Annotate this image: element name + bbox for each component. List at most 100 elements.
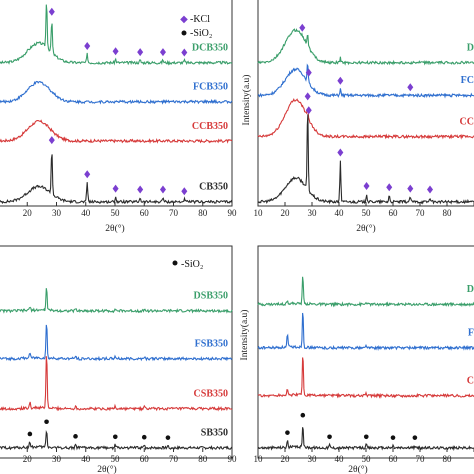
- x-tick-label: 70: [416, 454, 426, 464]
- kcl-marker-diamond: [337, 148, 344, 157]
- xrd-pattern-line: [0, 80, 233, 105]
- sio2-marker-dot: [285, 430, 290, 435]
- x-tick-label: 90: [228, 454, 238, 464]
- x-tick-label: 20: [23, 208, 33, 218]
- series-label: CSB350: [194, 389, 228, 400]
- legend-kcl-label: -KCl: [190, 14, 210, 25]
- x-tick-label: 50: [111, 208, 121, 218]
- x-tick-label: 80: [443, 208, 453, 218]
- kcl-marker-diamond: [137, 185, 144, 194]
- sio2-marker-dot: [112, 434, 118, 440]
- x-tick-label: 40: [81, 454, 91, 464]
- sio2-marker-dot: [300, 412, 306, 418]
- xrd-pattern-line: [257, 63, 474, 99]
- x-tick-label: 80: [198, 454, 208, 464]
- kcl-marker-diamond: [426, 185, 433, 194]
- x-tick-label: 80: [443, 454, 453, 464]
- legend: -SiO₂: [172, 259, 203, 270]
- sio2-marker-dot: [363, 434, 369, 440]
- xrd-pattern-line: [257, 276, 474, 308]
- kcl-marker-diamond: [84, 41, 91, 50]
- kcl-marker-diamond: [337, 76, 344, 85]
- series-label: C: [467, 375, 474, 386]
- xrd-pattern-line: [257, 427, 474, 452]
- xrd-pattern-line: [0, 429, 233, 451]
- series-label: FC: [461, 75, 474, 86]
- xrd-pattern-line: [0, 288, 233, 314]
- kcl-marker-diamond: [407, 83, 414, 92]
- x-axis-title: 2θ(°): [348, 464, 367, 474]
- x-tick-label: 40: [335, 208, 345, 218]
- series-label: F: [468, 328, 474, 339]
- kcl-marker-diamond: [299, 23, 306, 32]
- xrd-pattern-line: [257, 114, 474, 205]
- xrd-pattern-line: [0, 324, 233, 362]
- panel-top-right: 2θ(°) Intensity(a.u) 10 20 30 40 50 60 70 80 D FC…: [241, 0, 474, 234]
- x-tick-label: 10: [254, 454, 264, 464]
- kcl-marker-diamond: [304, 92, 311, 101]
- legend-sio2-label: -SiO₂: [181, 259, 203, 270]
- x-axis-title: 2θ(°): [105, 223, 124, 234]
- y-axis-title: Intensity(a.u): [241, 75, 252, 126]
- series-label: DCB350: [192, 43, 228, 54]
- y-axis-title: Intensity(a.u): [239, 310, 250, 361]
- panel-bottom-left: 2θ(°) -SiO₂ 20 30 40 50 60 70 80 90 DSB350 FSB350…: [0, 245, 238, 474]
- x-tick-label: 20: [23, 454, 33, 464]
- legend: ◆ -KCl -SiO₂: [180, 14, 212, 39]
- series-label: SB350: [201, 428, 228, 439]
- sio2-marker-dot: [327, 434, 332, 440]
- series-label: CCB350: [192, 121, 228, 132]
- x-tick-label: 20: [281, 208, 291, 218]
- sio2-legend-dot-icon: [172, 260, 178, 266]
- panel-frame: [257, 0, 474, 207]
- series-label: DSB350: [194, 291, 228, 302]
- series-label: FCB350: [193, 82, 228, 93]
- series-label: FSB350: [195, 339, 228, 350]
- kcl-marker-diamond: [159, 185, 166, 194]
- x-tick-label: 70: [416, 208, 426, 218]
- x-axis-title: 2θ(°): [97, 464, 116, 474]
- kcl-marker-diamond: [181, 48, 188, 57]
- kcl-marker-diamond: [305, 68, 312, 77]
- panel-bottom-right: 2θ(°) Intensity(a.u) 10 20 30 40 50 60 70 80 D F C: [239, 245, 474, 474]
- sio2-marker-dot: [27, 431, 33, 437]
- xrd-pattern-line: [0, 119, 233, 144]
- x-tick-label: 10: [254, 208, 264, 218]
- x-tick-label: 30: [308, 208, 318, 218]
- series-label: D: [467, 43, 474, 54]
- xrd-pattern-line: [0, 154, 233, 205]
- kcl-marker-diamond: [112, 184, 119, 193]
- kcl-marker-diamond: [305, 106, 312, 115]
- kcl-marker-diamond: [84, 170, 91, 179]
- sio2-marker-dot: [73, 434, 78, 439]
- series-label: CB350: [199, 182, 228, 193]
- panel-frame: [0, 245, 233, 459]
- x-tick-label: 70: [169, 208, 179, 218]
- x-tick-label: 20: [281, 454, 291, 464]
- xrd-pattern-line: [257, 98, 474, 140]
- xrd-pattern-line: [257, 357, 474, 399]
- sio2-marker-dot: [141, 434, 147, 440]
- x-tick-label: 70: [169, 454, 179, 464]
- x-tick-label: 30: [52, 208, 62, 218]
- x-tick-label: 40: [81, 208, 91, 218]
- panel-frame: [257, 245, 474, 459]
- kcl-marker-diamond: [407, 184, 414, 193]
- kcl-legend-diamond-icon: ◆: [180, 14, 188, 25]
- sio2-marker-dot: [44, 419, 49, 425]
- x-tick-label: 50: [362, 208, 372, 218]
- x-tick-label: 60: [389, 208, 399, 218]
- panel-top-left: 2θ(°) ◆ -KCl -SiO₂ 20 30 40 50 60 70 80 90 DCB35…: [0, 0, 237, 234]
- x-tick-label: 40: [335, 454, 345, 464]
- sio2-marker-dot: [412, 435, 418, 440]
- xrd-pattern-line: [0, 356, 233, 412]
- kcl-marker-diamond: [181, 187, 188, 196]
- sio2-marker-dot: [165, 435, 171, 440]
- kcl-marker-diamond: [48, 136, 55, 145]
- x-tick-label: 60: [140, 208, 150, 218]
- sio2-legend-dot-icon: [181, 30, 187, 36]
- kcl-marker-diamond: [159, 48, 166, 57]
- legend-sio2-label: -SiO₂: [190, 28, 212, 39]
- xrd-pattern-line: [257, 312, 474, 352]
